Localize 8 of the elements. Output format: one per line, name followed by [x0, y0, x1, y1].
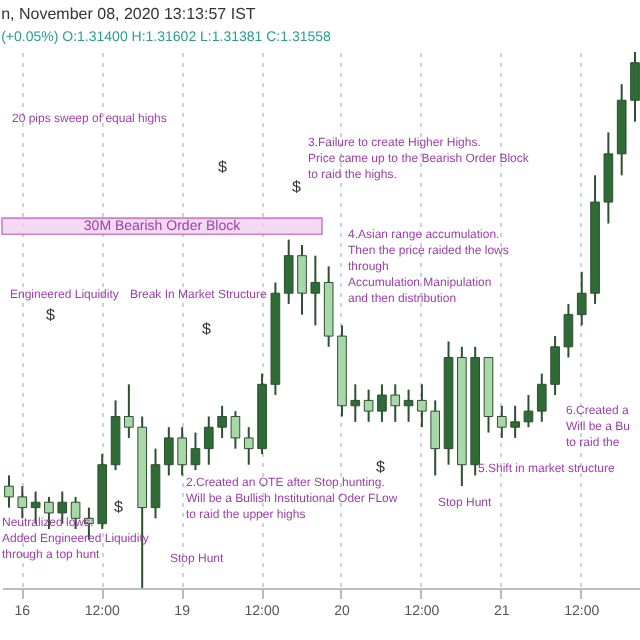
annotation: $: [376, 458, 386, 476]
annotation: $: [114, 498, 124, 516]
chart-title: n, November 08, 2020 13:13:57 IST: [1, 5, 256, 23]
candlestick: [150, 447, 161, 520]
annotation: $: [218, 158, 228, 176]
annotation: $: [292, 178, 302, 196]
annotation: $: [46, 306, 56, 324]
annotation: $: [202, 320, 212, 338]
